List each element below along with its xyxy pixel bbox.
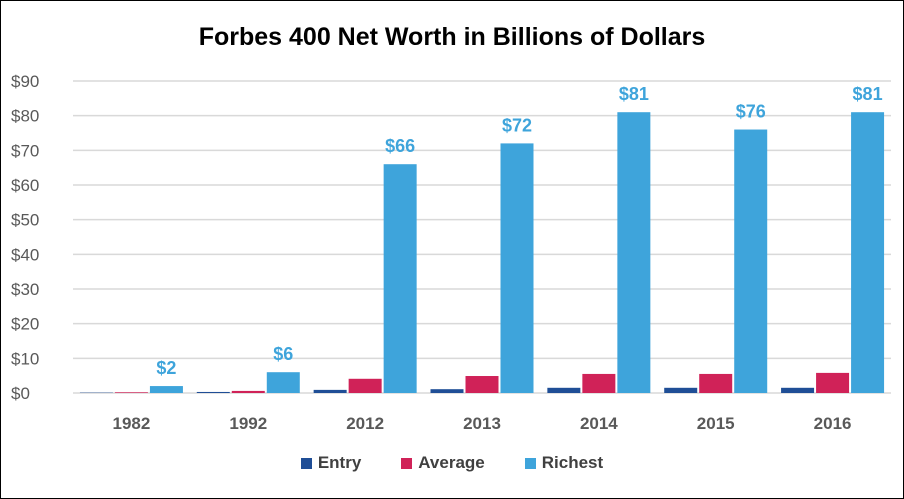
bar-richest — [734, 129, 768, 394]
legend-swatch — [401, 457, 413, 469]
data-label: $6 — [273, 344, 293, 364]
x-tick-label: 2014 — [580, 414, 618, 433]
bar-average — [816, 372, 850, 393]
y-tick-label: $70 — [11, 141, 39, 160]
bar-average — [699, 373, 733, 393]
bar-entry — [196, 391, 230, 393]
bar-entry — [781, 387, 815, 393]
chart-title: Forbes 400 Net Worth in Billions of Doll… — [198, 23, 706, 51]
y-tick-label: $0 — [11, 384, 30, 403]
bar-richest — [266, 372, 300, 393]
legend: Entry Average Richest — [1, 453, 903, 473]
legend-swatch — [300, 457, 312, 469]
data-label: $81 — [619, 84, 649, 104]
bar-richest — [851, 112, 885, 393]
x-tick-label: 1992 — [229, 414, 267, 433]
y-tick-label: $80 — [11, 107, 39, 126]
y-tick-label: $30 — [11, 280, 39, 299]
legend-label: Entry — [317, 453, 362, 472]
bar-average — [114, 392, 148, 393]
bar-average — [231, 390, 265, 393]
legend-label: Richest — [541, 453, 604, 472]
data-label: $66 — [385, 136, 415, 156]
x-tick-label: 2016 — [814, 414, 852, 433]
legend-label: Average — [418, 453, 485, 472]
bar-entry — [430, 389, 464, 393]
x-tick-label: 2012 — [346, 414, 384, 433]
bar-entry — [313, 389, 347, 393]
data-label: $2 — [156, 358, 176, 378]
y-tick-label: $20 — [11, 315, 39, 334]
data-label: $81 — [853, 84, 883, 104]
legend-item-richest: Richest — [524, 453, 604, 473]
bar-average — [348, 378, 382, 393]
data-label: $76 — [736, 102, 766, 122]
bar-entry — [547, 387, 581, 393]
y-tick-label: $60 — [11, 176, 39, 195]
y-tick-label: $40 — [11, 245, 39, 264]
bar-richest — [149, 386, 183, 393]
bar-average — [582, 373, 616, 393]
bar-richest — [383, 164, 417, 393]
bar-richest — [500, 143, 534, 393]
legend-item-entry: Entry — [300, 453, 362, 473]
y-tick-label: $50 — [11, 211, 39, 230]
bar-richest — [617, 112, 651, 393]
bar-entry — [664, 387, 698, 393]
y-tick-label: $90 — [11, 72, 39, 91]
x-tick-label: 1982 — [113, 414, 151, 433]
legend-item-average: Average — [401, 453, 485, 473]
y-tick-label: $10 — [11, 349, 39, 368]
x-tick-label: 2013 — [463, 414, 501, 433]
x-tick-label: 2015 — [697, 414, 735, 433]
legend-swatch — [524, 457, 536, 469]
bar-average — [465, 376, 499, 393]
data-label: $72 — [502, 115, 532, 135]
